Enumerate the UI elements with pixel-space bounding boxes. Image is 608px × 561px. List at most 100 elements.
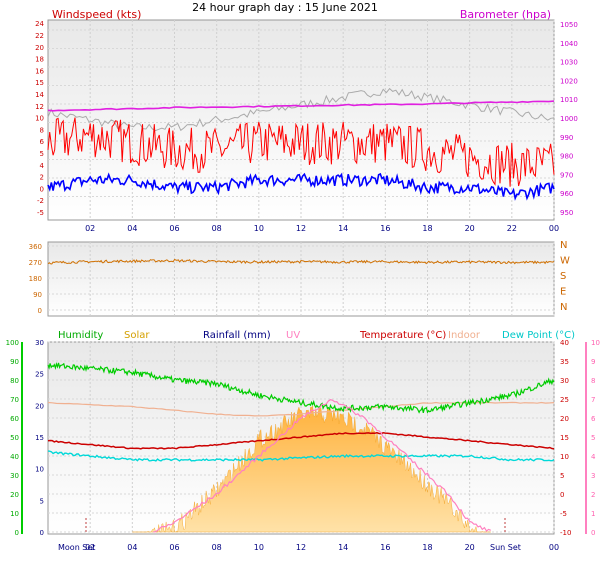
windspeed-label: Windspeed (kts) bbox=[52, 8, 141, 21]
y-tick-label: 180 bbox=[29, 275, 42, 283]
x-tick-label: 08 bbox=[212, 224, 222, 233]
x-tick-label: 04 bbox=[127, 224, 137, 233]
rainfall-axis: 0 5 10 15 20 25 30 bbox=[35, 339, 44, 537]
series-uv bbox=[153, 399, 492, 533]
temperature-axis: -10 -5 0 5 10 15 20 25 30 35 40 bbox=[560, 339, 571, 537]
uv-tick-label: 8 bbox=[591, 377, 595, 385]
series-humidity bbox=[47, 362, 555, 414]
y-tick-label: 8 bbox=[40, 126, 44, 134]
x-tick-label: 06 bbox=[169, 224, 179, 233]
x-tick-label: 10 bbox=[254, 543, 264, 552]
y-tick-label: 22 bbox=[35, 32, 44, 40]
y2-tick-label: 980 bbox=[560, 153, 573, 161]
solar-area bbox=[132, 405, 491, 533]
y-tick-label: 270 bbox=[29, 259, 42, 267]
y-tick-label: -2 bbox=[37, 197, 44, 205]
temperature-tick-label: 20 bbox=[560, 415, 569, 423]
x-tick-label: 04 bbox=[127, 543, 137, 552]
uv-tick-label: 7 bbox=[591, 396, 595, 404]
y-tick-label: 5 bbox=[40, 150, 44, 158]
x-tick-label: 20 bbox=[465, 224, 475, 233]
rainfall-tick-label: 0 bbox=[40, 529, 44, 537]
y-tick-label: 90 bbox=[33, 291, 42, 299]
temperature-tick-label: 25 bbox=[560, 396, 569, 404]
legend-item: Dew Point (°C) bbox=[502, 330, 575, 341]
legend-item: Indoor bbox=[448, 330, 481, 341]
rainfall-tick-label: 20 bbox=[35, 402, 44, 410]
x-tick-label: 12 bbox=[296, 224, 306, 233]
x-tick-label: 20 bbox=[465, 543, 475, 552]
humidity-tick-label: 10 bbox=[10, 510, 19, 518]
y-tick-label: 6 bbox=[40, 138, 45, 146]
y-tick-label: 16 bbox=[35, 67, 44, 75]
y-tick-label: 14 bbox=[35, 91, 44, 99]
y2-tick-label: 960 bbox=[560, 190, 573, 198]
wind-panel-series bbox=[47, 87, 555, 201]
direction-panel-series bbox=[47, 258, 555, 265]
humidity-tick-label: 70 bbox=[10, 396, 19, 404]
uv-tick-label: 4 bbox=[591, 453, 596, 461]
x-tick-label: 10 bbox=[254, 224, 264, 233]
solar-area-shape bbox=[132, 405, 491, 533]
series-barometer bbox=[47, 100, 555, 112]
x-tick-label: 14 bbox=[338, 224, 348, 233]
x-tick-label: 12 bbox=[296, 543, 306, 552]
temperature-tick-label: 30 bbox=[560, 377, 569, 385]
compass-label: E bbox=[560, 287, 566, 298]
x-tick-label: 08 bbox=[212, 543, 222, 552]
temperature-tick-label: 0 bbox=[560, 491, 564, 499]
compass-label: S bbox=[560, 271, 566, 282]
rainfall-tick-label: 10 bbox=[35, 466, 44, 474]
rainfall-tick-label: 5 bbox=[40, 497, 44, 505]
legend-item: UV bbox=[286, 330, 300, 341]
moon-set-label: Moon Set bbox=[58, 543, 95, 552]
x-tick-label: 16 bbox=[380, 224, 390, 233]
temp-panel-legend: Humidity Solar Rainfall (mm) UV Temperature … bbox=[58, 330, 575, 341]
uv-tick-label: 3 bbox=[591, 472, 595, 480]
legend-item: Solar bbox=[124, 330, 150, 341]
y-tick-label: 2 bbox=[40, 174, 44, 182]
barometer-label: Barometer (hpa) bbox=[460, 8, 551, 21]
rainfall-tick-label: 25 bbox=[35, 371, 44, 379]
y-tick-label: 18 bbox=[35, 56, 44, 64]
uv-tick-label: 10 bbox=[591, 339, 600, 347]
y-tick-label: 10 bbox=[35, 115, 44, 123]
temperature-tick-label: -10 bbox=[560, 529, 571, 537]
temperature-tick-label: 10 bbox=[560, 453, 569, 461]
x-tick-label: 22 bbox=[507, 224, 517, 233]
y-tick-label: 15 bbox=[35, 79, 44, 87]
uv-tick-label: 2 bbox=[591, 491, 595, 499]
humidity-tick-label: 100 bbox=[6, 339, 19, 347]
temperature-tick-label: 15 bbox=[560, 434, 569, 442]
y2-tick-label: 1010 bbox=[560, 96, 578, 104]
series-temperature bbox=[47, 431, 555, 450]
series-dew-point bbox=[47, 450, 555, 462]
wind-time-axis: 02 04 06 08 10 12 14 16 18 20 22 00 bbox=[85, 224, 559, 233]
humidity-tick-label: 20 bbox=[10, 491, 19, 499]
legend-item: Temperature (°C) bbox=[359, 330, 446, 341]
y-tick-label: 20 bbox=[35, 44, 44, 52]
wind-panel-grid bbox=[48, 20, 555, 220]
direction-panel-grid bbox=[48, 242, 555, 316]
series-wind-direction bbox=[47, 258, 555, 265]
y-tick-label: 12 bbox=[35, 103, 44, 111]
y2-tick-label: 1000 bbox=[560, 115, 578, 123]
y2-tick-label: 1040 bbox=[560, 40, 578, 48]
x-tick-label: 02 bbox=[85, 224, 95, 233]
series-wind-speed bbox=[47, 172, 555, 201]
y-tick-label: -5 bbox=[37, 209, 44, 217]
temp-time-axis: 02 04 06 08 10 12 14 16 18 20 00 bbox=[85, 543, 559, 552]
temperature-tick-label: 40 bbox=[560, 339, 569, 347]
y2-tick-label: 950 bbox=[560, 209, 573, 217]
x-tick-label: 02 bbox=[85, 543, 95, 552]
compass-label: N bbox=[560, 302, 567, 313]
x-tick-label: 14 bbox=[338, 543, 348, 552]
humidity-tick-label: 0 bbox=[15, 529, 19, 537]
direction-degrees-axis: 0 90 180 270 360 bbox=[29, 243, 42, 315]
y-tick-label: 4 bbox=[40, 162, 45, 170]
x-tick-label: 00 bbox=[549, 543, 559, 552]
sun-set-label: Sun Set bbox=[490, 543, 521, 552]
y-tick-label: 360 bbox=[29, 243, 42, 251]
uv-tick-label: 5 bbox=[591, 434, 595, 442]
